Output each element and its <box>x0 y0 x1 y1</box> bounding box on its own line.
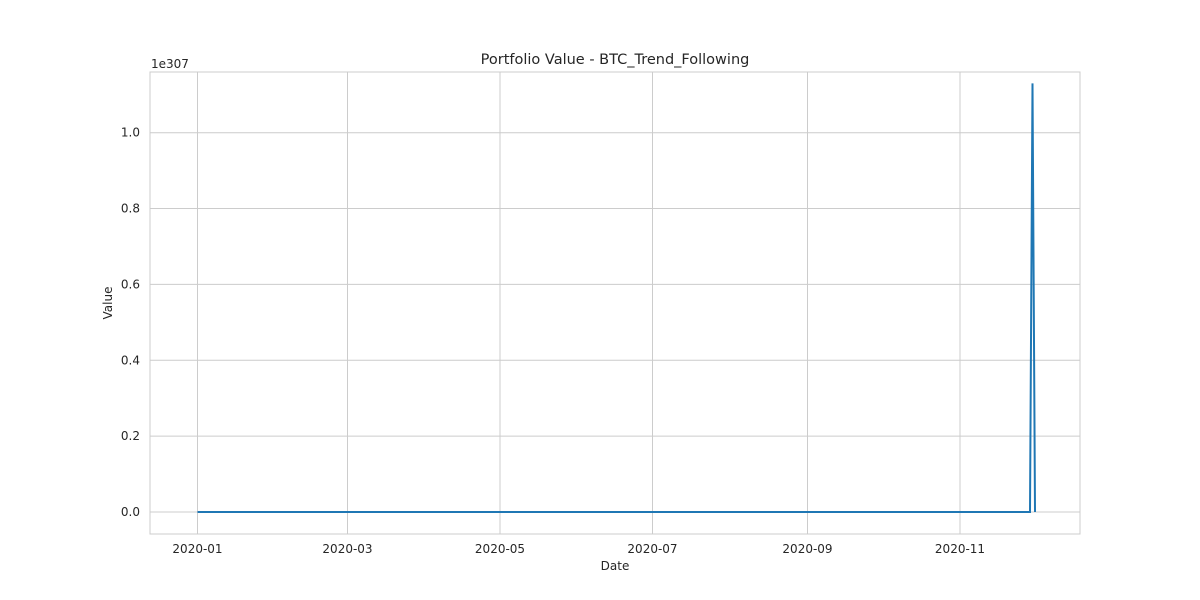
x-tick-label: 2020-03 <box>322 542 372 556</box>
y-offset-text: 1e307 <box>151 57 189 71</box>
y-tick-label: 0.0 <box>121 505 140 519</box>
x-tick-labels: 2020-01 2020-03 2020-05 2020-07 2020-09 2020-… <box>172 542 985 556</box>
chart-title: Portfolio Value - BTC_Trend_Following <box>481 52 750 68</box>
y-tick-label: 0.6 <box>121 277 140 291</box>
series-layer <box>197 83 1036 513</box>
x-axis-label: Date <box>601 559 630 573</box>
x-tick-label: 2020-05 <box>475 542 525 556</box>
y-tick-label: 0.4 <box>121 353 140 367</box>
plot-area <box>150 72 1080 534</box>
x-tick-label: 2020-11 <box>935 542 985 556</box>
x-tick-label: 2020-09 <box>782 542 832 556</box>
y-tick-label: 0.2 <box>121 429 140 443</box>
series-line <box>197 83 1036 513</box>
x-tick-label: 2020-07 <box>627 542 677 556</box>
y-tick-label: 1.0 <box>121 126 140 140</box>
y-tick-label: 0.8 <box>121 202 140 216</box>
x-tick-label: 2020-01 <box>172 542 222 556</box>
plot-frame <box>149 71 1081 535</box>
y-tick-labels: 0.0 0.2 0.4 0.6 0.8 1.0 <box>121 126 140 519</box>
y-axis-label: Value <box>101 287 115 320</box>
